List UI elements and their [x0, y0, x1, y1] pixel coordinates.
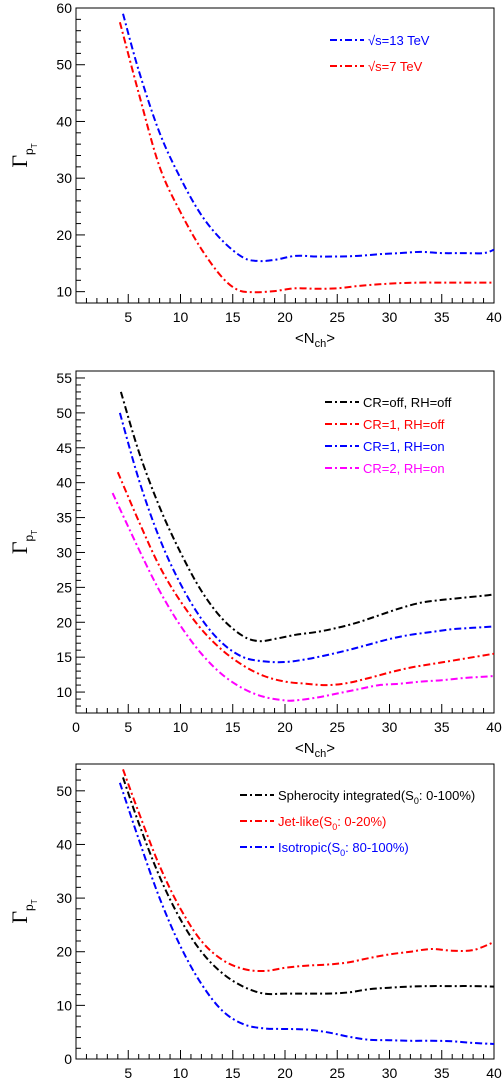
x-tick-label: 25	[329, 719, 345, 735]
y-tick-label: 10	[56, 684, 72, 700]
chart-panel-3: 51015202530354001020304050<Nch>ΓpTSphero…	[7, 763, 502, 1081]
chart-panel-2: 0 5 10 15 20 25 30 35 40 10 15 20 25 30 35 40 45 50 55 <Nch…	[7, 370, 502, 760]
x-tick-label: 20	[277, 309, 293, 325]
x-tick-label: 25	[329, 1065, 345, 1081]
y-tick-label: 25	[56, 579, 72, 595]
x-tick-label: 35	[434, 309, 450, 325]
legend: Spherocity integrated(S0: 0-100%) Jet-lik…	[240, 788, 475, 858]
legend-label: CR=off, RH=off	[363, 395, 452, 410]
x-tick-label: 40	[486, 719, 502, 735]
y-tick-label: 30	[56, 544, 72, 560]
x-tick-label: 40	[486, 1065, 502, 1081]
x-tick-label: 15	[225, 309, 241, 325]
y-tick-label: 30	[56, 170, 72, 186]
legend-label: √s=13 TeV	[368, 33, 430, 48]
legend-label: Isotropic(S0: 80-100%)	[278, 840, 409, 858]
x-tick-label: 30	[382, 309, 398, 325]
y-axis-label: ΓpT	[7, 143, 39, 167]
y-tick-label: 40	[56, 113, 72, 129]
y-tick-label: 20	[56, 227, 72, 243]
chart-panel-1: 5 10 15 20 25 30 35 40 10 20 30 40 50 60 <Nch> ΓpT √s=13…	[7, 0, 502, 350]
y-tick-label: 30	[56, 890, 72, 906]
y-tick-label: 35	[56, 510, 72, 526]
x-tick-label: 5	[124, 309, 132, 325]
y-tick-label: 40	[56, 836, 72, 852]
plot-frame	[75, 763, 495, 1060]
x-axis-label: <Nch>	[295, 740, 335, 760]
x-tick-label: 20	[277, 719, 293, 735]
legend-label: Spherocity integrated(S0: 0-100%)	[278, 788, 475, 806]
y-tick-label: 55	[56, 370, 72, 386]
series-line-2	[116, 471, 495, 687]
x-tick-label: 35	[434, 1065, 450, 1081]
legend-label: CR=2, RH=on	[363, 461, 445, 476]
y-tick-label: 50	[56, 783, 72, 799]
x-tick-label: 30	[382, 1065, 398, 1081]
x-tick-label: 5	[124, 1065, 132, 1081]
y-tick-label: 10	[56, 997, 72, 1013]
series-line-3	[118, 412, 495, 664]
x-tick-label: 20	[277, 1065, 293, 1081]
y-tick-label: 20	[56, 614, 72, 630]
series-line-3	[118, 782, 495, 1045]
y-tick-label: 20	[56, 944, 72, 960]
y-tick-label: 40	[56, 475, 72, 491]
x-tick-label: 15	[225, 719, 241, 735]
y-tick-label: 50	[56, 405, 72, 421]
y-tick-label: 10	[56, 284, 72, 300]
x-tick-label: 10	[173, 1065, 189, 1081]
plot-frame	[75, 7, 495, 304]
legend-label: √s=7 TeV	[368, 59, 423, 74]
x-tick-label: 35	[434, 719, 450, 735]
x-tick-label: 10	[173, 719, 189, 735]
x-tick-label: 15	[225, 1065, 241, 1081]
series-line-2	[122, 769, 495, 973]
legend-label: Jet-like(S0: 0-20%)	[278, 814, 386, 832]
x-tick-label: 0	[72, 719, 80, 735]
series-line-1	[122, 777, 495, 996]
series-line-1	[119, 391, 495, 643]
x-tick-label: 25	[329, 309, 345, 325]
series-line-2	[118, 21, 494, 294]
x-tick-label: 10	[173, 309, 189, 325]
legend: CR=off, RH=off CR=1, RH=off CR=1, RH=on CR=…	[325, 395, 452, 476]
y-axis-label: ΓpT	[7, 530, 39, 554]
y-axis-label: ΓpT	[7, 899, 39, 923]
x-axis-label: <Nch>	[295, 330, 335, 350]
x-tick-label: 5	[124, 719, 132, 735]
y-tick-label: 0	[64, 1051, 72, 1067]
y-tick-label: 50	[56, 57, 72, 73]
legend-label: CR=1, RH=on	[363, 439, 445, 454]
y-tick-label: 15	[56, 649, 72, 665]
legend-label: CR=1, RH=off	[363, 417, 445, 432]
y-tick-label: 45	[56, 440, 72, 456]
x-tick-label: 30	[382, 719, 398, 735]
legend: √s=13 TeV √s=7 TeV	[330, 33, 430, 74]
x-tick-label: 40	[486, 309, 502, 325]
series-line-4	[111, 492, 495, 702]
y-tick-label: 60	[56, 0, 72, 16]
series-line-1	[122, 13, 495, 263]
